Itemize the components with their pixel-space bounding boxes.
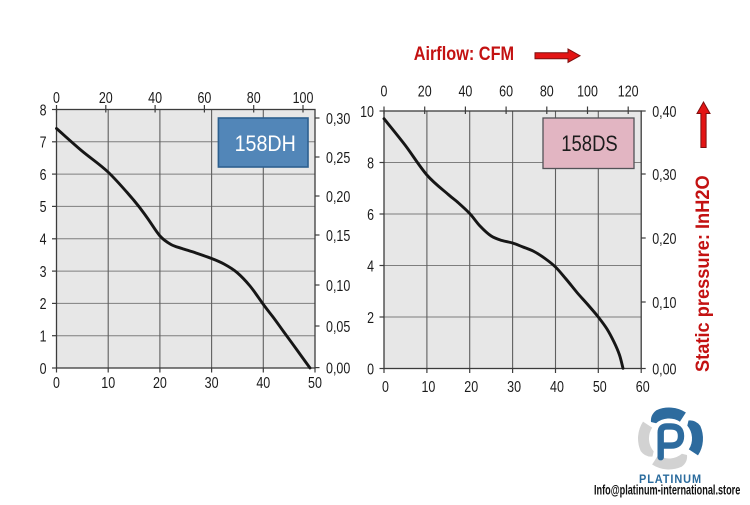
svg-text:Static pressure: InH2O: Static pressure: InH2O [693, 175, 714, 372]
svg-text:60: 60 [636, 379, 650, 396]
svg-text:PLATINUM: PLATINUM [639, 472, 702, 486]
svg-text:5: 5 [40, 199, 47, 216]
svg-text:0: 0 [53, 375, 60, 392]
svg-text:10: 10 [421, 379, 435, 396]
svg-text:120: 120 [618, 83, 639, 100]
svg-text:0,30: 0,30 [652, 167, 676, 184]
svg-text:20: 20 [153, 375, 167, 392]
svg-text:8: 8 [40, 102, 47, 119]
svg-text:80: 80 [540, 83, 554, 100]
svg-text:Airflow: CFM: Airflow: CFM [414, 44, 514, 65]
svg-text:40: 40 [148, 90, 162, 107]
svg-text:40: 40 [256, 375, 270, 392]
svg-text:4: 4 [367, 258, 374, 275]
svg-text:1: 1 [40, 329, 47, 346]
svg-text:30: 30 [205, 375, 219, 392]
svg-text:0,15: 0,15 [326, 228, 350, 245]
svg-text:40: 40 [550, 379, 564, 396]
svg-text:0,20: 0,20 [326, 189, 350, 206]
svg-text:4: 4 [40, 232, 47, 249]
svg-text:0,20: 0,20 [652, 231, 676, 248]
svg-text:20: 20 [464, 379, 478, 396]
svg-text:6: 6 [40, 167, 47, 184]
svg-text:80: 80 [247, 90, 261, 107]
svg-text:50: 50 [593, 379, 607, 396]
svg-text:158DH: 158DH [235, 131, 296, 156]
svg-text:8: 8 [367, 155, 374, 172]
svg-text:0,25: 0,25 [326, 150, 350, 167]
svg-text:0: 0 [381, 83, 388, 100]
svg-text:40: 40 [458, 83, 472, 100]
svg-text:20: 20 [99, 90, 113, 107]
svg-text:10: 10 [360, 104, 374, 121]
svg-text:50: 50 [308, 375, 322, 392]
svg-text:0,10: 0,10 [326, 278, 350, 295]
svg-text:0: 0 [382, 379, 389, 396]
svg-text:20: 20 [418, 83, 432, 100]
svg-text:0: 0 [367, 361, 374, 378]
svg-text:0,05: 0,05 [326, 319, 350, 336]
svg-text:7: 7 [40, 135, 47, 152]
svg-text:60: 60 [499, 83, 513, 100]
svg-text:0,10: 0,10 [652, 295, 676, 312]
svg-text:30: 30 [507, 379, 521, 396]
svg-text:2: 2 [40, 296, 47, 313]
svg-text:6: 6 [367, 207, 374, 224]
svg-text:2: 2 [367, 310, 374, 327]
svg-text:100: 100 [293, 90, 314, 107]
svg-text:3: 3 [40, 264, 47, 281]
svg-text:158DS: 158DS [561, 131, 617, 156]
svg-text:60: 60 [197, 90, 211, 107]
svg-text:0: 0 [40, 361, 47, 378]
svg-text:0,00: 0,00 [326, 360, 350, 377]
svg-text:0,40: 0,40 [652, 104, 676, 121]
svg-text:0,00: 0,00 [652, 361, 676, 378]
svg-text:0: 0 [53, 90, 60, 107]
svg-text:100: 100 [577, 83, 598, 100]
svg-text:Info@platinum-international.st: Info@platinum-international.store [594, 482, 740, 498]
svg-text:10: 10 [101, 375, 115, 392]
svg-text:0,30: 0,30 [326, 111, 350, 128]
